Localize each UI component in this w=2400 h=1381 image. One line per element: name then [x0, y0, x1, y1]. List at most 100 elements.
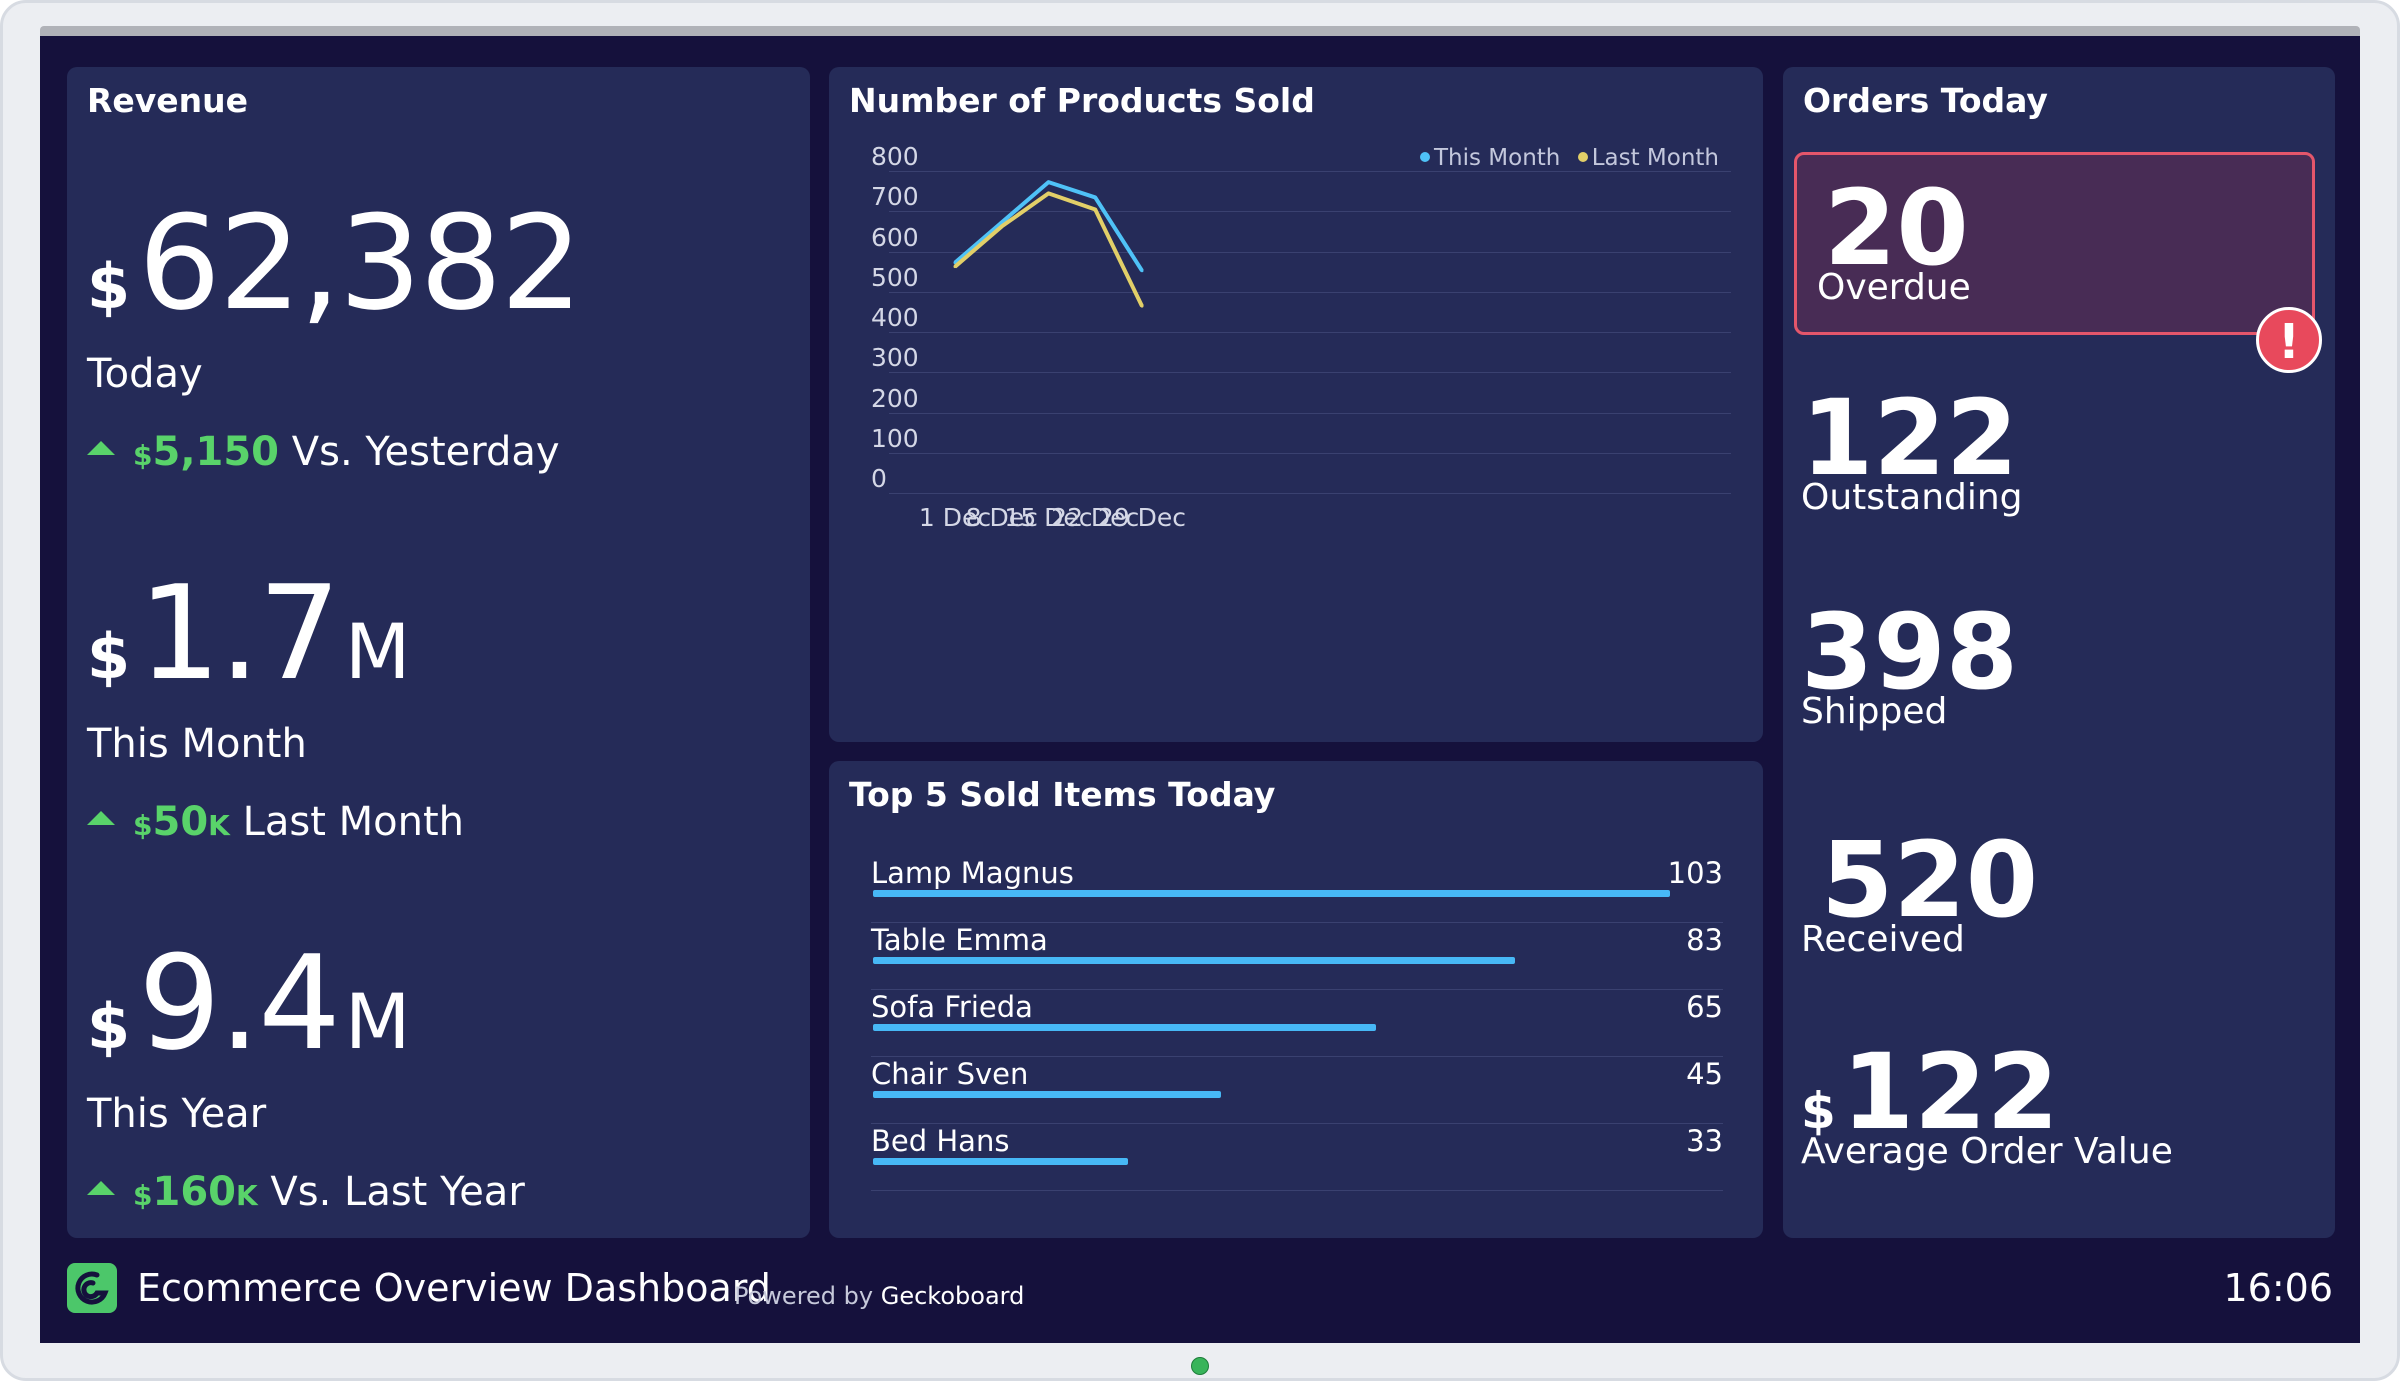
aov-label: Average Order Value — [1801, 1131, 2173, 1172]
list-item: Lamp Magnus 103 — [871, 856, 1723, 923]
revenue-today-label: Today — [87, 351, 203, 397]
chart-gridline — [889, 452, 1731, 454]
data-point — [1047, 191, 1050, 195]
list-item: Table Emma 83 — [871, 923, 1723, 990]
revenue-today-amount: $62,382 — [87, 187, 583, 339]
item-name: Bed Hans — [871, 1124, 1010, 1158]
alert-icon: ! — [2256, 307, 2322, 373]
geckoboard-logo-icon — [67, 1263, 117, 1313]
revenue-year-amount: $9.4M — [87, 927, 411, 1079]
legend-dot-this-month — [1419, 151, 1430, 162]
arrow-up-icon — [87, 811, 115, 825]
aov-amount: $122 — [1801, 1031, 2059, 1153]
item-value: 65 — [1686, 990, 1723, 1024]
y-tick-label: 500 — [871, 262, 919, 292]
monitor-top-bezel — [40, 26, 2360, 36]
x-tick-label: 1 Dec — [918, 503, 992, 532]
data-point — [1093, 208, 1097, 212]
x-tick-label: 22 Dec — [1051, 503, 1140, 532]
y-tick-label: 0 — [871, 464, 887, 493]
item-bar — [873, 890, 1670, 897]
powered-by: Powered by Geckoboard — [734, 1282, 1024, 1310]
shipped-label: Shipped — [1801, 691, 1948, 732]
received-value: 520 — [1821, 819, 2039, 941]
chart-gridline — [889, 211, 1731, 213]
clock-time: 16:06 — [2223, 1266, 2333, 1310]
list-item: Bed Hans 33 — [871, 1124, 1723, 1191]
shipped-value: 398 — [1801, 591, 2019, 713]
arrow-up-icon — [87, 441, 115, 455]
x-tick-label: 8 Dec — [965, 503, 1038, 532]
series-line-last-month — [953, 191, 1144, 307]
top5-items-panel: Top 5 Sold Items Today Lamp Magnus 103 Tab… — [829, 761, 1763, 1238]
data-point — [953, 265, 957, 269]
orders-title: Orders Today — [1803, 81, 2048, 120]
currency-symbol: $ — [87, 250, 131, 323]
overdue-card: 20 Overdue — [1794, 152, 2315, 335]
delta-label: Vs. Yesterday — [291, 429, 560, 475]
aov-value: 122 — [1841, 1031, 2059, 1153]
delta-label: Last Month — [242, 799, 464, 845]
delta-value: 160 — [152, 1169, 236, 1215]
data-point — [1140, 304, 1144, 308]
item-bar — [873, 1158, 1129, 1165]
item-value: 45 — [1686, 1057, 1723, 1091]
delta-label: Vs. Last Year — [270, 1169, 525, 1215]
y-tick-label: 800 — [871, 142, 919, 171]
chart-legend: This Month Last Month — [1419, 145, 1719, 171]
chart-gridline — [889, 251, 1731, 253]
revenue-year-delta: $160K Vs. Last Year — [87, 1169, 525, 1215]
outstanding-value: 122 — [1801, 377, 2019, 499]
list-item: Chair Sven 45 — [871, 1057, 1723, 1124]
orders-today-panel: Orders Today 20 Overdue ! 122 Outstandin… — [1783, 67, 2335, 1238]
chart-gridline — [889, 412, 1731, 414]
received-label: Received — [1801, 919, 1965, 960]
legend-dot-last-month — [1577, 151, 1588, 162]
item-value: 33 — [1686, 1124, 1723, 1158]
revenue-month-amount: $1.7M — [87, 557, 411, 709]
data-point — [1093, 195, 1097, 199]
item-value: 103 — [1667, 856, 1723, 890]
item-value: 83 — [1686, 923, 1723, 957]
powered-brand: Geckoboard — [880, 1282, 1025, 1310]
revenue-panel: Revenue $62,382 Today $5,150 Vs. Yesterd… — [67, 67, 810, 1238]
item-name: Sofa Frieda — [871, 990, 1033, 1024]
item-name: Table Emma — [871, 923, 1048, 957]
top5-title: Top 5 Sold Items Today — [849, 775, 1276, 814]
chart-gridline — [889, 332, 1731, 333]
revenue-today-delta: $5,150 Vs. Yesterday — [87, 429, 560, 475]
y-tick-label: 200 — [871, 383, 919, 413]
item-bar — [873, 1024, 1376, 1031]
data-point — [1140, 269, 1144, 273]
y-tick-label: 300 — [871, 343, 919, 373]
legend-label-last-month: Last Month — [1591, 145, 1719, 171]
chart-gridline — [889, 291, 1731, 293]
item-name: Lamp Magnus — [871, 856, 1074, 890]
y-tick-label: 400 — [871, 303, 919, 332]
delta-value: 50 — [152, 799, 209, 845]
data-point — [1047, 180, 1050, 184]
outstanding-label: Outstanding — [1801, 477, 2023, 518]
arrow-up-icon — [87, 1181, 115, 1195]
powered-prefix: Powered by — [734, 1282, 874, 1310]
item-bar — [873, 1091, 1222, 1098]
legend-label-this-month: This Month — [1433, 145, 1561, 171]
overdue-value: 20 — [1824, 167, 1969, 289]
x-tick-label: 29 Dec — [1097, 503, 1187, 532]
power-led-icon — [1191, 1357, 1209, 1375]
y-tick-label: 600 — [871, 222, 919, 252]
delta-value: 5,150 — [152, 429, 280, 475]
dashboard-title: Ecommerce Overview Dashboard — [137, 1266, 771, 1310]
revenue-title: Revenue — [87, 81, 249, 120]
currency-symbol: $ — [1801, 1082, 1836, 1140]
chart-gridline — [889, 171, 1731, 172]
revenue-month-value: 1.7 — [138, 557, 341, 709]
data-point — [1000, 224, 1004, 228]
list-item: Sofa Frieda 65 — [871, 990, 1723, 1057]
chart-gridline — [889, 372, 1731, 374]
revenue-today-value: 62,382 — [138, 187, 583, 339]
x-tick-label: 15 Dec — [1004, 503, 1093, 532]
y-tick-label: 700 — [871, 182, 919, 212]
item-bar — [873, 957, 1516, 964]
line-chart — [953, 180, 1144, 308]
